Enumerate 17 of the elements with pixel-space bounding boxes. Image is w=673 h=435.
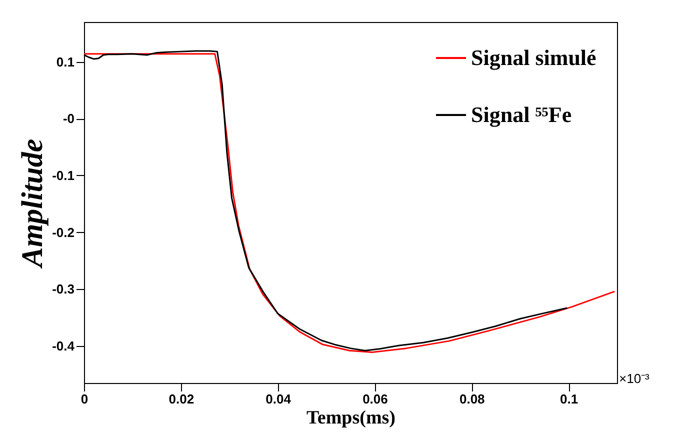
y-tick-label: -0.2 <box>52 224 74 240</box>
legend-label: Signal simulé <box>471 45 597 70</box>
y-tick-label: -0.3 <box>52 282 74 297</box>
x-tick-label: 0.1 <box>560 392 578 406</box>
y-tick-label: -0 <box>62 111 74 126</box>
x-tick-label: 0.04 <box>266 392 292 406</box>
x-tick-label: 0 <box>80 392 88 406</box>
x-axis-title: Temps(ms) <box>306 408 396 428</box>
x-tick-label: 0.06 <box>362 392 388 406</box>
y-tick-label: -0.4 <box>52 338 76 354</box>
y-tick-label: 0.1 <box>56 54 74 70</box>
text: ×10⁻³ <box>619 371 650 386</box>
y-axis-title: Amplitude <box>16 138 50 270</box>
y-tick-label: -0.1 <box>52 168 74 183</box>
x-tick-label: 0.02 <box>168 392 194 406</box>
x-tick-label: 0.08 <box>459 392 485 406</box>
legend-label: Signal ⁵⁵Fe <box>471 102 572 127</box>
